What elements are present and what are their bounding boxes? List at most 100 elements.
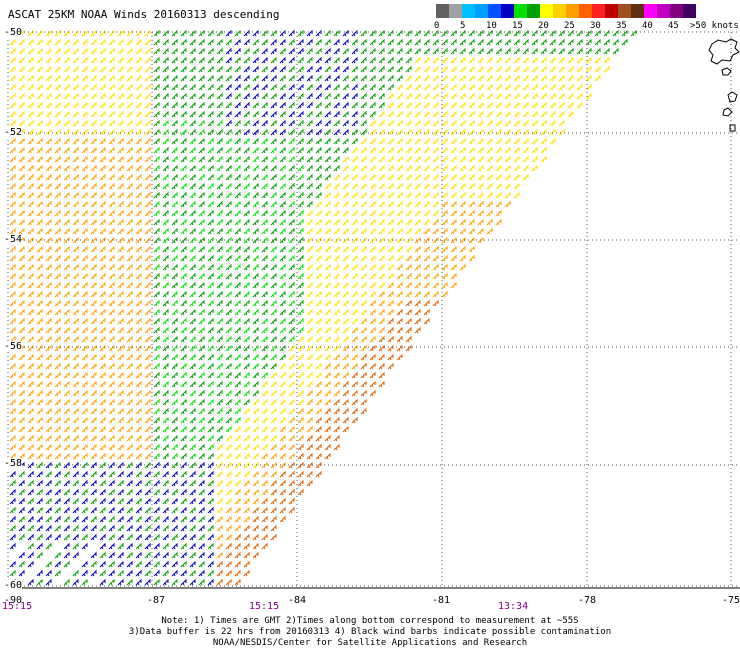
wind-barb: [450, 110, 457, 118]
wind-barb: [207, 542, 214, 550]
wind-barb: [36, 479, 43, 487]
wind-barb: [99, 497, 106, 505]
wind-barb: [126, 362, 133, 370]
wind-barb: [315, 398, 322, 406]
wind-barb: [387, 56, 394, 64]
wind-barb: [504, 47, 511, 55]
wind-barb: [297, 92, 304, 100]
wind-barb: [234, 245, 241, 253]
wind-barb: [387, 155, 394, 163]
wind-barb: [207, 470, 214, 478]
wind-barb: [486, 92, 493, 100]
wind-barb: [99, 479, 106, 487]
wind-barb: [45, 227, 52, 235]
wind-barb: [486, 137, 493, 145]
wind-barb: [90, 101, 97, 109]
wind-barb: [63, 101, 70, 109]
wind-barb: [36, 488, 43, 496]
wind-barb: [45, 245, 52, 253]
wind-barb: [63, 92, 70, 100]
wind-barb: [36, 497, 43, 505]
wind-barb: [117, 137, 124, 145]
wind-barb: [306, 353, 313, 361]
wind-barb: [72, 146, 79, 154]
wind-barb: [432, 272, 439, 280]
wind-barb: [144, 299, 151, 307]
wind-barb: [225, 497, 232, 505]
wind-barb: [513, 137, 520, 145]
wind-barb: [252, 38, 259, 46]
wind-barb: [342, 92, 349, 100]
wind-barb: [396, 38, 403, 46]
wind-barb: [198, 272, 205, 280]
wind-barb: [189, 560, 196, 568]
wind-barb: [99, 137, 106, 145]
wind-barb: [63, 398, 70, 406]
wind-barb: [270, 425, 277, 433]
wind-barb: [117, 407, 124, 415]
wind-barb: [162, 488, 169, 496]
wind-barb: [459, 227, 466, 235]
wind-barb: [351, 389, 358, 397]
wind-barb: [189, 200, 196, 208]
wind-barb: [594, 47, 601, 55]
wind-barb: [99, 128, 106, 136]
wind-barb: [9, 254, 16, 262]
wind-barb: [99, 218, 106, 226]
wind-barb: [432, 254, 439, 262]
wind-barb: [135, 164, 142, 172]
wind-barb: [63, 128, 70, 136]
wind-barb: [207, 479, 214, 487]
wind-barb: [72, 128, 79, 136]
wind-barb: [81, 524, 88, 532]
wind-barb: [9, 326, 16, 334]
wind-barb: [342, 101, 349, 109]
wind-barb: [243, 560, 250, 568]
wind-barb: [459, 245, 466, 253]
wind-barb: [81, 254, 88, 262]
wind-barb: [414, 182, 421, 190]
wind-barb: [144, 416, 151, 424]
wind-barb: [90, 137, 97, 145]
wind-barb: [396, 227, 403, 235]
wind-barb: [405, 101, 412, 109]
wind-barb: [252, 470, 259, 478]
wind-barb: [171, 83, 178, 91]
wind-barb: [90, 533, 97, 541]
wind-barb: [117, 155, 124, 163]
wind-barb: [369, 65, 376, 73]
wind-barb: [378, 299, 385, 307]
wind-barb: [261, 200, 268, 208]
wind-barb: [18, 209, 25, 217]
wind-barb: [504, 191, 511, 199]
wind-barb: [306, 164, 313, 172]
wind-barb: [270, 434, 277, 442]
wind-barb: [117, 317, 124, 325]
wind-barb: [216, 344, 223, 352]
wind-barb: [234, 299, 241, 307]
wind-barb: [180, 38, 187, 46]
wind-barb: [171, 353, 178, 361]
wind-barb: [162, 56, 169, 64]
wind-barb: [522, 47, 529, 55]
wind-barb: [459, 254, 466, 262]
wind-barb: [63, 146, 70, 154]
wind-barb: [216, 389, 223, 397]
wind-barb: [225, 551, 232, 559]
wind-barb: [144, 146, 151, 154]
wind-barb: [261, 470, 268, 478]
wind-barb: [252, 92, 259, 100]
wind-barb: [27, 344, 34, 352]
wind-barb: [9, 416, 16, 424]
wind-barb: [171, 578, 178, 586]
wind-barb: [360, 119, 367, 127]
wind-barb: [9, 542, 16, 550]
wind-barb: [90, 182, 97, 190]
wind-barb: [99, 281, 106, 289]
wind-barb: [126, 281, 133, 289]
wind-barb: [162, 119, 169, 127]
wind-barb: [414, 173, 421, 181]
wind-barb: [54, 110, 61, 118]
wind-barb: [207, 569, 214, 577]
wind-barb: [27, 398, 34, 406]
